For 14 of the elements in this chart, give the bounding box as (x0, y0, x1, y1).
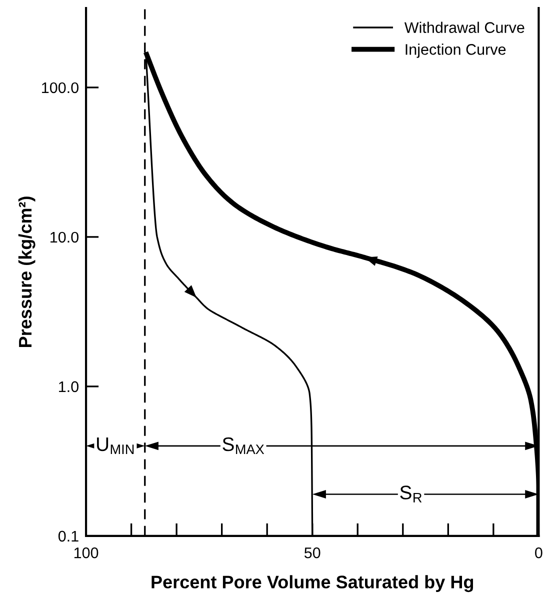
legend-label: Injection Curve (406, 44, 506, 58)
y-axis-title: Pressure (kg/cm²) (18, 196, 36, 348)
x-tick-label: 0 (535, 547, 542, 558)
annotation: U$_{MIN}$ (97, 438, 134, 454)
y-tick-label: 1.0 (59, 381, 78, 392)
y-tick-label: 10.0 (50, 232, 78, 243)
y-tick-label: 0.1 (58, 530, 78, 542)
x-axis-title: Percent Pore Volume Saturated by Hg (152, 575, 474, 592)
annotation: S$_{MAX}$ (222, 437, 264, 454)
x-tick-label: 100 (74, 547, 98, 558)
x-tick-label: 50 (304, 547, 320, 558)
annotation: S$_{R}$ (400, 486, 422, 502)
y-tick-label: 100.0 (42, 82, 78, 94)
legend-label: Withdrawal Curve (404, 22, 524, 33)
